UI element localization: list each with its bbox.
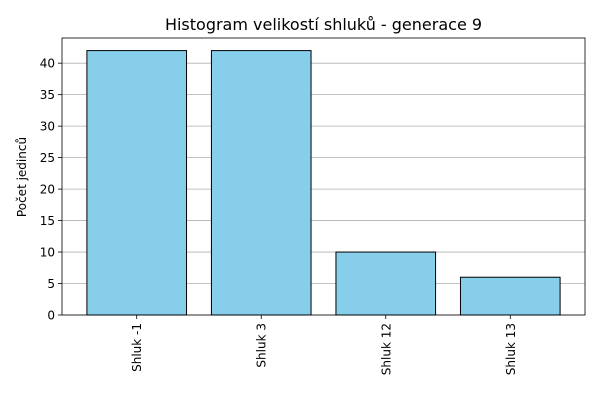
y-tick-label: 35 (40, 88, 55, 102)
x-tick-label: Shluk 12 (379, 323, 393, 375)
x-tick-label: Shluk -1 (130, 323, 144, 372)
bar (210, 50, 312, 316)
y-tick-label: 0 (47, 308, 55, 322)
axes-layer (61, 37, 586, 316)
y-tick-label: 20 (40, 182, 55, 196)
x-tick-label: Shluk 3 (255, 323, 269, 368)
y-tick-label: 10 (40, 245, 55, 259)
y-tick-label: 5 (47, 277, 55, 291)
x-tick-label: Shluk 13 (504, 323, 518, 375)
plot-frame (61, 37, 586, 316)
y-tick-label: 25 (40, 151, 55, 165)
bar (459, 276, 561, 316)
bars-layer (86, 50, 561, 316)
y-axis-label: Počet jedinců (15, 137, 29, 217)
y-tick-label: 40 (40, 56, 55, 70)
bar (86, 50, 188, 316)
bar (335, 251, 437, 316)
ticks-layer: Shluk -1 Shluk 3 Shluk 12 Shluk 13 0 5 10 15 20 2… (40, 56, 518, 375)
chart-title: Histogram velikostí shluků - generace 9 (165, 15, 482, 34)
y-tick-label: 30 (40, 119, 55, 133)
y-tick-label: 15 (40, 214, 55, 228)
